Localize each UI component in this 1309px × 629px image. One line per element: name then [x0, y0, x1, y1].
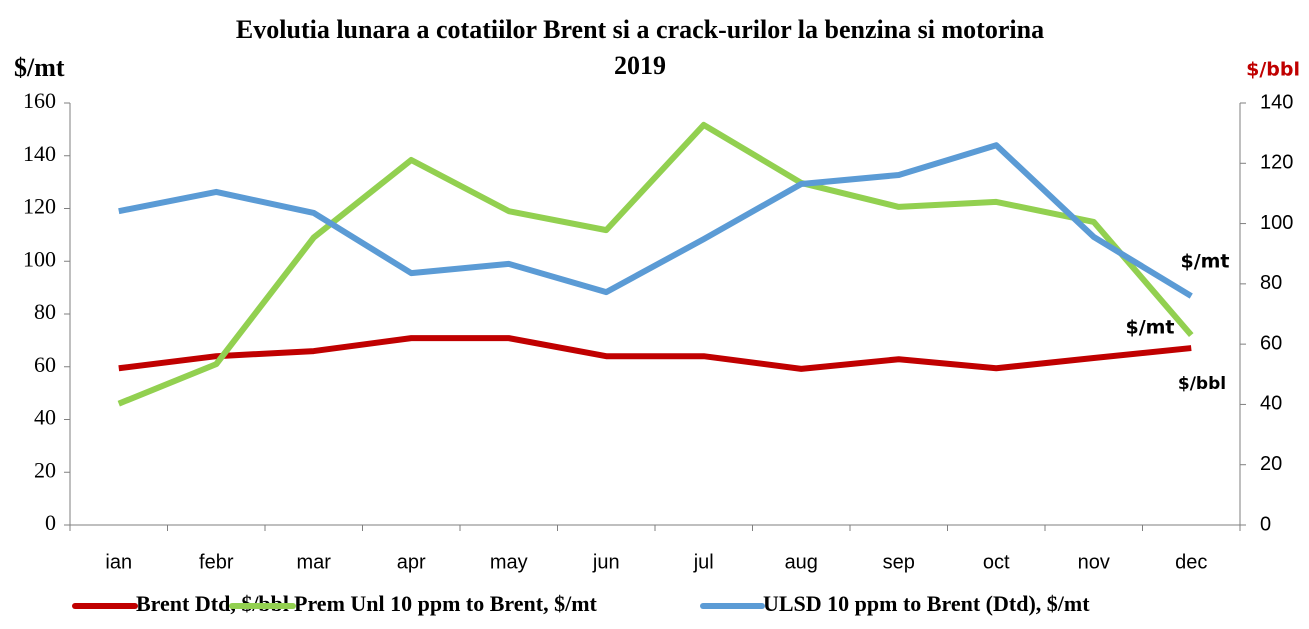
chart-title: 2019 — [614, 51, 666, 80]
series-line — [118, 335, 1192, 372]
y2-tick-label: 40 — [1260, 393, 1282, 415]
series-line — [117, 121, 1194, 407]
x-tick-label: mar — [297, 551, 332, 573]
x-tick-label: sep — [883, 551, 915, 573]
y2-tick-label: 0 — [1260, 513, 1271, 535]
x-tick-label: jun — [592, 551, 620, 573]
y-tick-label: 120 — [23, 194, 56, 219]
y2-tick-label: 140 — [1260, 91, 1293, 113]
series-line — [118, 142, 1193, 299]
x-tick-label: dec — [1175, 551, 1207, 573]
x-tick-label: nov — [1078, 551, 1110, 573]
annotation: $/bbl — [1178, 374, 1226, 394]
y2-tick-label: 20 — [1260, 453, 1282, 475]
y-tick-label: 40 — [34, 405, 56, 430]
y-tick-label: 140 — [23, 141, 56, 166]
x-tick-label: febr — [199, 551, 234, 573]
y2-tick-label: 120 — [1260, 152, 1293, 174]
legend-label: Prem Unl 10 ppm to Brent, $/mt — [294, 591, 598, 616]
x-tick-label: may — [490, 551, 528, 573]
y-tick-label: 20 — [34, 457, 56, 482]
x-tick-label: aug — [785, 551, 818, 573]
y-tick-label: 60 — [34, 352, 56, 377]
y2-tick-label: 80 — [1260, 272, 1282, 294]
y-axis-label: $/mt — [14, 53, 65, 82]
legend-label: ULSD 10 ppm to Brent (Dtd), $/mt — [763, 591, 1090, 616]
y-tick-label: 0 — [45, 510, 56, 535]
y2-tick-label: 60 — [1260, 332, 1282, 354]
x-tick-label: apr — [397, 551, 426, 573]
y2-tick-label: 100 — [1260, 212, 1293, 234]
x-tick-label: oct — [983, 551, 1010, 573]
chart-title: Evolutia lunara a cotatiilor Brent si a … — [236, 15, 1044, 44]
y2-axis-label: $/bbl — [1246, 59, 1300, 81]
annotation: $/mt — [1180, 251, 1229, 273]
x-tick-label: ian — [105, 551, 132, 573]
y-tick-label: 100 — [23, 246, 56, 271]
annotation: $/mt — [1125, 317, 1174, 339]
x-tick-label: jul — [693, 551, 714, 573]
y-tick-label: 80 — [34, 299, 56, 324]
y-tick-label: 160 — [23, 88, 56, 113]
